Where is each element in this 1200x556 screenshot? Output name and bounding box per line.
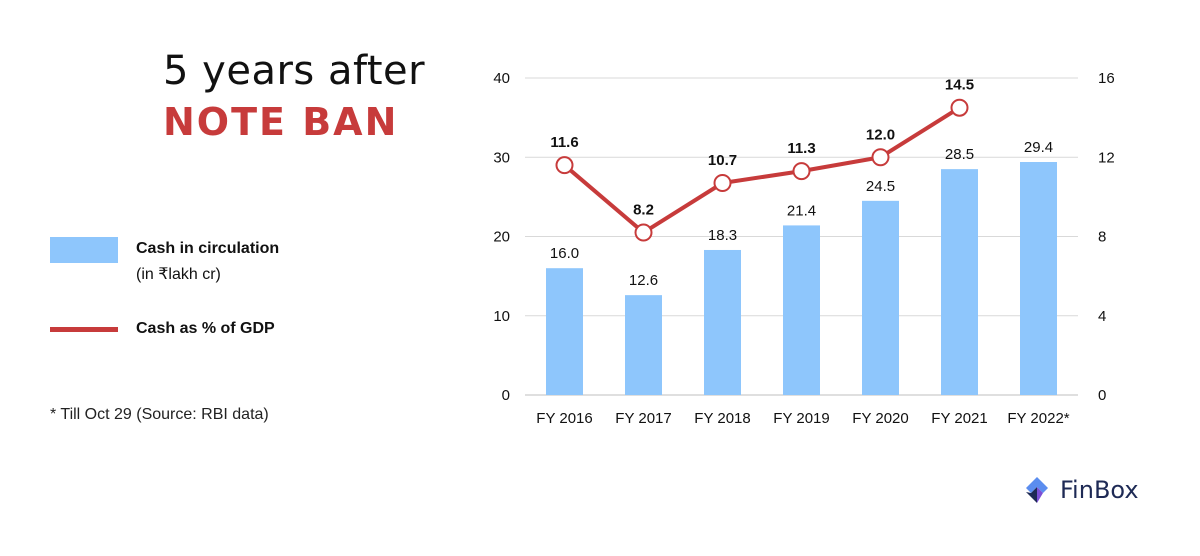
bar-value-label: 28.5: [945, 146, 974, 163]
brand-logo: FinBox: [1022, 474, 1139, 506]
bar-value-label: 18.3: [708, 227, 737, 244]
bar-value-label: 12.6: [629, 272, 658, 289]
bar-value-label: 16.0: [550, 245, 579, 262]
y-right-tick-label: 16: [1098, 70, 1115, 87]
footnote: * Till Oct 29 (Source: RBI data): [50, 406, 269, 423]
line-value-label: 11.6: [550, 134, 578, 151]
bar: [941, 169, 978, 395]
bar: [546, 268, 583, 395]
bar: [862, 200, 899, 395]
line-value-label: 10.7: [708, 152, 737, 169]
bar: [625, 295, 662, 395]
x-tick-label: FY 2021: [931, 410, 987, 427]
y-left-tick-label: 30: [493, 149, 510, 166]
line-value-label: 11.3: [787, 140, 815, 157]
y-right-tick-label: 0: [1098, 387, 1106, 404]
bar: [704, 249, 741, 395]
line-point: [555, 156, 574, 175]
line-value-label: 14.5: [945, 77, 974, 94]
legend-bar-label: Cash in circulation: [136, 240, 280, 257]
legend-bar-sublabel: (in ₹lakh cr): [136, 266, 221, 283]
line-point: [713, 174, 732, 193]
line-value-label: 8.2: [633, 202, 654, 219]
x-tick-label: FY 2018: [694, 410, 750, 427]
finbox-logo-icon: [1026, 477, 1048, 503]
brand-name: FinBox: [1060, 476, 1139, 504]
bar: [1020, 162, 1057, 395]
bar-value-label: 29.4: [1024, 139, 1053, 156]
x-tick-label: FY 2020: [852, 410, 908, 427]
line-point: [792, 162, 811, 181]
y-right-tick-label: 4: [1098, 308, 1106, 325]
legend-line-swatch: [50, 327, 118, 332]
x-tick-label: FY 2016: [536, 410, 592, 427]
line-point: [634, 223, 653, 242]
bar: [783, 225, 820, 395]
bar-value-label: 21.4: [787, 202, 816, 219]
y-left-tick-label: 20: [493, 229, 510, 246]
y-right-tick-label: 12: [1098, 149, 1115, 166]
x-tick-label: FY 2022*: [1007, 410, 1069, 427]
chart-title-accent: NOTE BAN: [163, 100, 399, 144]
line-point: [950, 98, 969, 117]
chart-title: 5 years after: [163, 48, 426, 94]
line-series: [563, 106, 961, 235]
line-point: [871, 148, 890, 167]
line-value-label: 12.0: [866, 126, 895, 143]
y-left-tick-label: 40: [493, 70, 510, 87]
x-tick-label: FY 2017: [615, 410, 671, 427]
y-left-tick-label: 0: [502, 387, 510, 404]
y-left-tick-label: 10: [493, 308, 510, 325]
legend-line-label: Cash as % of GDP: [136, 320, 275, 337]
bar-value-label: 24.5: [866, 178, 895, 195]
legend-bar-swatch: [50, 237, 118, 263]
y-right-tick-label: 8: [1098, 229, 1106, 246]
x-tick-label: FY 2019: [773, 410, 829, 427]
